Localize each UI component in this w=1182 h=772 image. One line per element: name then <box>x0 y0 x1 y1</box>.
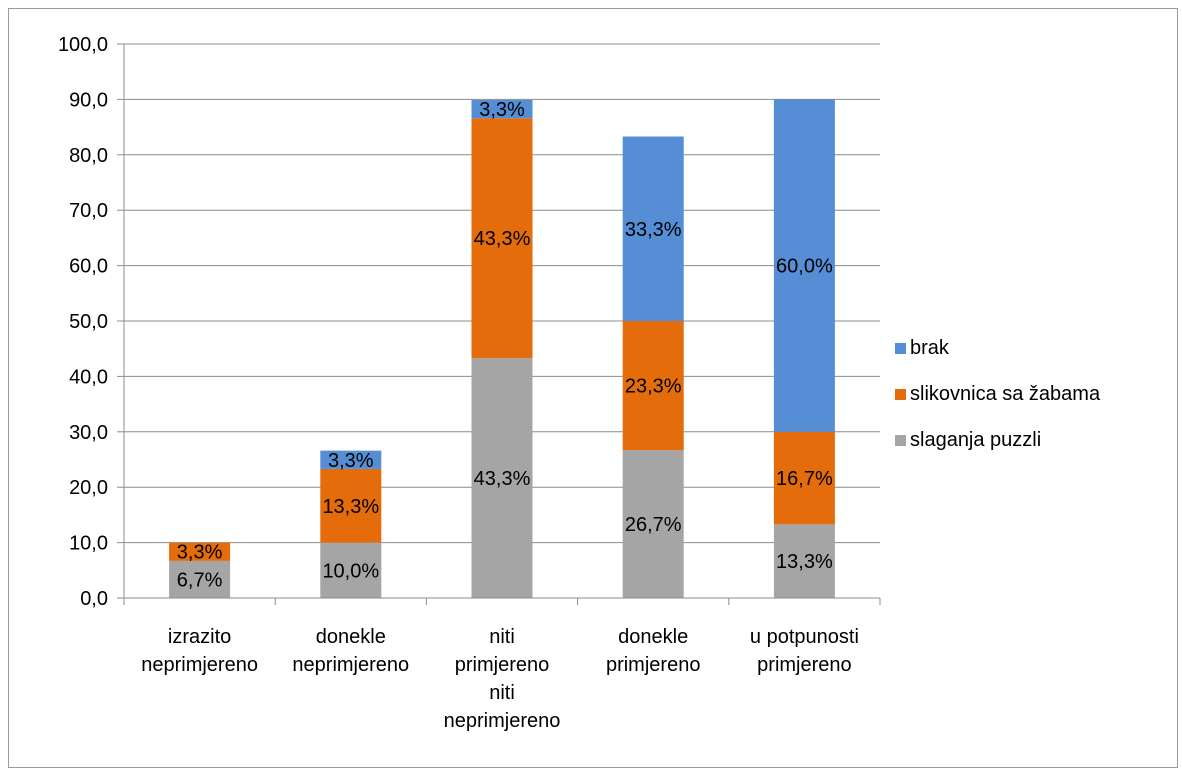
bar-segment <box>471 99 533 119</box>
bar-segment <box>320 468 382 543</box>
y-tick-label: 0,0 <box>80 588 108 610</box>
legend: brak slikovnica sa žabama slaganja puzzli <box>895 337 1101 451</box>
data-label: 43,3% <box>474 468 531 490</box>
data-label: 43,3% <box>474 228 531 250</box>
bar-segment <box>622 321 684 451</box>
x-category-label: neprimjereno <box>292 654 409 676</box>
x-category-label: u potpunosti <box>750 626 859 648</box>
x-category-label: neprimjereno <box>444 710 561 732</box>
legend-label: slaganja puzzli <box>910 429 1041 451</box>
chart-frame <box>8 8 1178 768</box>
bar-segment <box>320 542 382 598</box>
y-tick-label: 30,0 <box>69 422 108 444</box>
gridlines <box>124 43 880 544</box>
x-category-label: primjereno <box>455 654 549 676</box>
y-tick-label: 10,0 <box>69 533 108 555</box>
y-tick-label: 70,0 <box>69 200 108 222</box>
data-label: 6,7% <box>177 569 223 591</box>
data-label: 26,7% <box>625 514 682 536</box>
y-tick-label: 80,0 <box>69 145 108 167</box>
bars: 6,7% 3,3% 10,0% 13,3% 3,3% 43,3% 43,3% 3,3% 26,7… <box>169 99 835 598</box>
data-label: 33,3% <box>625 219 682 241</box>
bar-segment <box>622 450 684 598</box>
y-tick-label: 60,0 <box>69 256 108 278</box>
y-tick-label: 20,0 <box>69 477 108 499</box>
bar-segment <box>773 99 835 432</box>
bar-segment <box>773 431 835 525</box>
bar-segment <box>471 358 533 598</box>
bar-segment <box>169 542 231 561</box>
legend-swatch <box>895 435 906 446</box>
x-category-label: primjereno <box>606 654 700 676</box>
data-label: 13,3% <box>776 551 833 573</box>
y-tick-label: 100,0 <box>58 34 108 56</box>
legend-swatch <box>895 389 906 400</box>
bar-segment <box>320 450 382 469</box>
x-category-label: niti <box>489 682 515 704</box>
data-label: 3,3% <box>479 99 525 121</box>
data-label: 60,0% <box>776 256 833 278</box>
data-label: 10,0% <box>322 560 379 582</box>
y-tick-label: 90,0 <box>69 89 108 111</box>
legend-swatch <box>895 343 906 354</box>
x-category-label: izrazito <box>168 626 231 648</box>
bar-segment <box>773 524 835 598</box>
data-label: 16,7% <box>776 468 833 490</box>
bar-segment <box>622 136 684 321</box>
x-category-label: niti <box>489 626 515 648</box>
data-label: 13,3% <box>322 496 379 518</box>
legend-label: brak <box>910 337 950 359</box>
data-label: 3,3% <box>177 542 223 564</box>
data-label: 23,3% <box>625 376 682 398</box>
legend-label: slikovnica sa žabama <box>910 383 1101 405</box>
axes: 0,0 10,0 20,0 30,0 40,0 50,0 60,0 70,0 80,0 90,0 1… <box>58 34 881 732</box>
data-label: 3,3% <box>328 450 374 472</box>
x-category-label: primjereno <box>757 654 851 676</box>
bar-segment <box>471 118 533 359</box>
x-category-label: neprimjereno <box>141 654 258 676</box>
y-tick-label: 40,0 <box>69 366 108 388</box>
y-tick-label: 50,0 <box>69 311 108 333</box>
bar-segment <box>169 560 231 598</box>
x-category-label: donekle <box>618 626 688 648</box>
x-category-label: donekle <box>316 626 386 648</box>
